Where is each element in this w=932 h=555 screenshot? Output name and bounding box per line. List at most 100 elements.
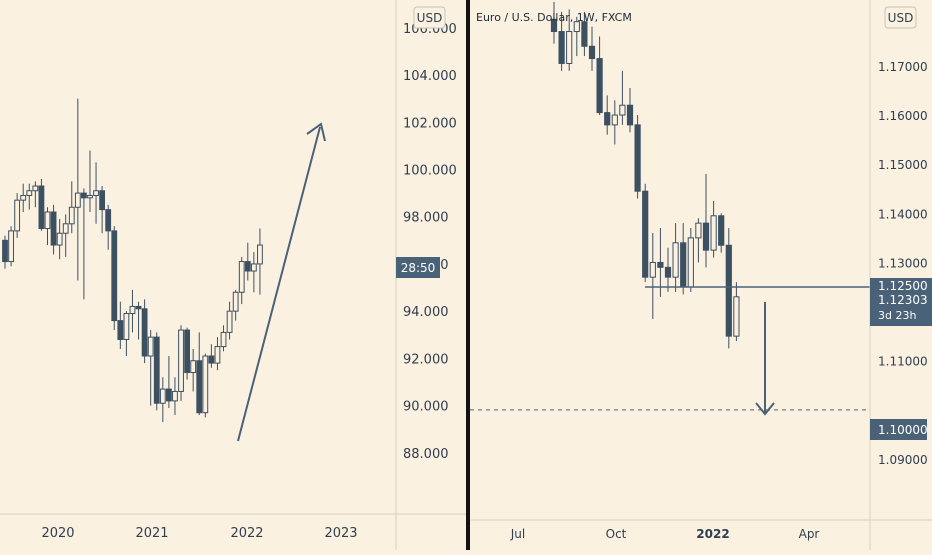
right-price-tick: 1.13000	[878, 256, 928, 270]
left-candle-body	[159, 388, 166, 404]
left-time-tick: 2023	[324, 526, 357, 541]
left-candle-body	[238, 261, 245, 293]
right-price-axis: 1.09000 1.11000 1.13000 1.14000 1.15000 1.160…	[878, 60, 928, 467]
left-currency-label: USD	[417, 11, 443, 25]
left-candle-body	[184, 329, 190, 374]
left-candle-body	[141, 308, 148, 357]
right-time-axis: Jul Oct 2022 Apr	[510, 527, 820, 541]
left-candle-body	[257, 244, 263, 265]
right-time-tick: Oct	[606, 527, 627, 541]
left-candle-body	[117, 320, 124, 340]
panel-divider[interactable]	[466, 0, 470, 550]
left-candle-body	[26, 190, 33, 196]
right-candle-body	[702, 222, 710, 251]
left-countdown-label: 28:50	[401, 261, 436, 275]
right-candle-body	[558, 31, 565, 64]
right-candle-body	[725, 244, 732, 337]
left-price-tick: 98.000	[403, 211, 449, 226]
current-price-text: 1.12303	[878, 293, 928, 307]
right-time-tick: Apr	[799, 527, 820, 541]
right-candle-body	[657, 261, 664, 268]
left-candle-body	[81, 192, 87, 199]
right-candles	[550, 2, 740, 349]
right-candle-body	[672, 242, 679, 278]
right-candle-body	[710, 215, 717, 251]
right-down-arrowhead	[755, 402, 775, 416]
left-candle-body	[147, 336, 154, 357]
left-candle-body	[178, 329, 184, 392]
left-trend-arrowhead	[306, 122, 326, 142]
left-candle-body	[202, 355, 209, 414]
right-candle-body	[634, 124, 641, 192]
current-price-tag: 1.12303 3d 23h	[870, 290, 932, 326]
left-candle-body	[123, 313, 130, 340]
left-candle-body	[232, 291, 239, 312]
level-tag-partial: 1.12500	[870, 278, 932, 293]
left-price-tick: 100.000	[403, 163, 457, 178]
left-candle-body	[226, 310, 233, 333]
left-time-tick: 2020	[41, 526, 74, 541]
left-candle-body	[38, 185, 45, 230]
right-price-tick: 1.11000	[878, 355, 928, 369]
left-price-tick: 102.000	[403, 116, 457, 131]
dashed-level-tag: 1.10000	[870, 419, 928, 440]
right-candle-body	[695, 222, 702, 239]
right-candle-body	[588, 45, 596, 60]
left-price-tick: 104.000	[403, 69, 457, 84]
left-candle-body	[56, 232, 63, 246]
right-currency-button[interactable]: USD	[884, 6, 917, 29]
right-candle-body	[604, 112, 611, 126]
right-candle-body	[596, 58, 603, 114]
left-candle-body	[32, 185, 39, 192]
right-candle-body	[626, 104, 634, 126]
left-candle-body	[44, 211, 51, 230]
right-candle-body	[611, 114, 618, 126]
left-currency-button[interactable]: USD	[413, 6, 446, 29]
right-candle-body	[573, 21, 580, 33]
right-time-tick: Jul	[510, 527, 525, 541]
left-time-tick: 2022	[230, 526, 263, 541]
right-candle-body	[642, 190, 649, 278]
right-candle-body	[733, 296, 740, 337]
left-candle-body	[8, 230, 14, 263]
right-price-tick: 1.15000	[878, 158, 928, 172]
left-candle-body	[74, 192, 81, 208]
right-candle-body	[718, 215, 725, 246]
left-candle-body	[208, 355, 215, 364]
left-price-tick: 88.000	[403, 447, 449, 462]
left-candle-body	[2, 239, 8, 263]
left-candle-body	[190, 360, 197, 374]
right-candle-body	[664, 266, 672, 278]
left-candle-body	[244, 261, 251, 272]
left-candle-body	[105, 209, 112, 232]
left-time-axis: 2020 2021 2022 2023	[41, 526, 357, 541]
left-candle-body	[250, 263, 257, 272]
left-time-tick: 2021	[135, 526, 168, 541]
right-chart-panel: 1.09000 1.11000 1.13000 1.14000 1.15000 1.160…	[470, 0, 932, 550]
left-trend-arrow-line	[237, 126, 321, 442]
left-candle-body	[93, 190, 99, 196]
left-candle-body	[87, 194, 93, 199]
level-tag-partial-text: 1.12500	[878, 279, 928, 293]
left-chart-panel: 88.00090.00092.00094.00096.00098.000100.…	[0, 0, 466, 550]
left-candle-body	[111, 230, 118, 322]
left-candles	[2, 98, 263, 423]
right-candle-body	[581, 21, 588, 47]
current-price-countdown: 3d 23h	[878, 309, 916, 322]
right-candle-body	[680, 242, 687, 288]
left-candle-body	[172, 390, 178, 402]
right-price-tick: 1.09000	[878, 453, 928, 467]
dashed-level-text: 1.10000	[878, 423, 928, 437]
right-candle-body	[649, 261, 656, 278]
left-countdown-tag: 28:50	[396, 257, 440, 278]
left-candle-body	[220, 331, 227, 348]
right-price-tick: 1.14000	[878, 207, 928, 221]
left-price-tick: 92.000	[403, 352, 449, 367]
left-candle-body	[99, 190, 106, 211]
right-candle-body	[687, 237, 694, 288]
right-price-tick: 1.16000	[878, 109, 928, 123]
right-candle-body	[550, 18, 558, 33]
left-candle-body	[214, 346, 221, 364]
left-candle-body	[153, 336, 160, 404]
left-candle-body	[196, 360, 203, 414]
